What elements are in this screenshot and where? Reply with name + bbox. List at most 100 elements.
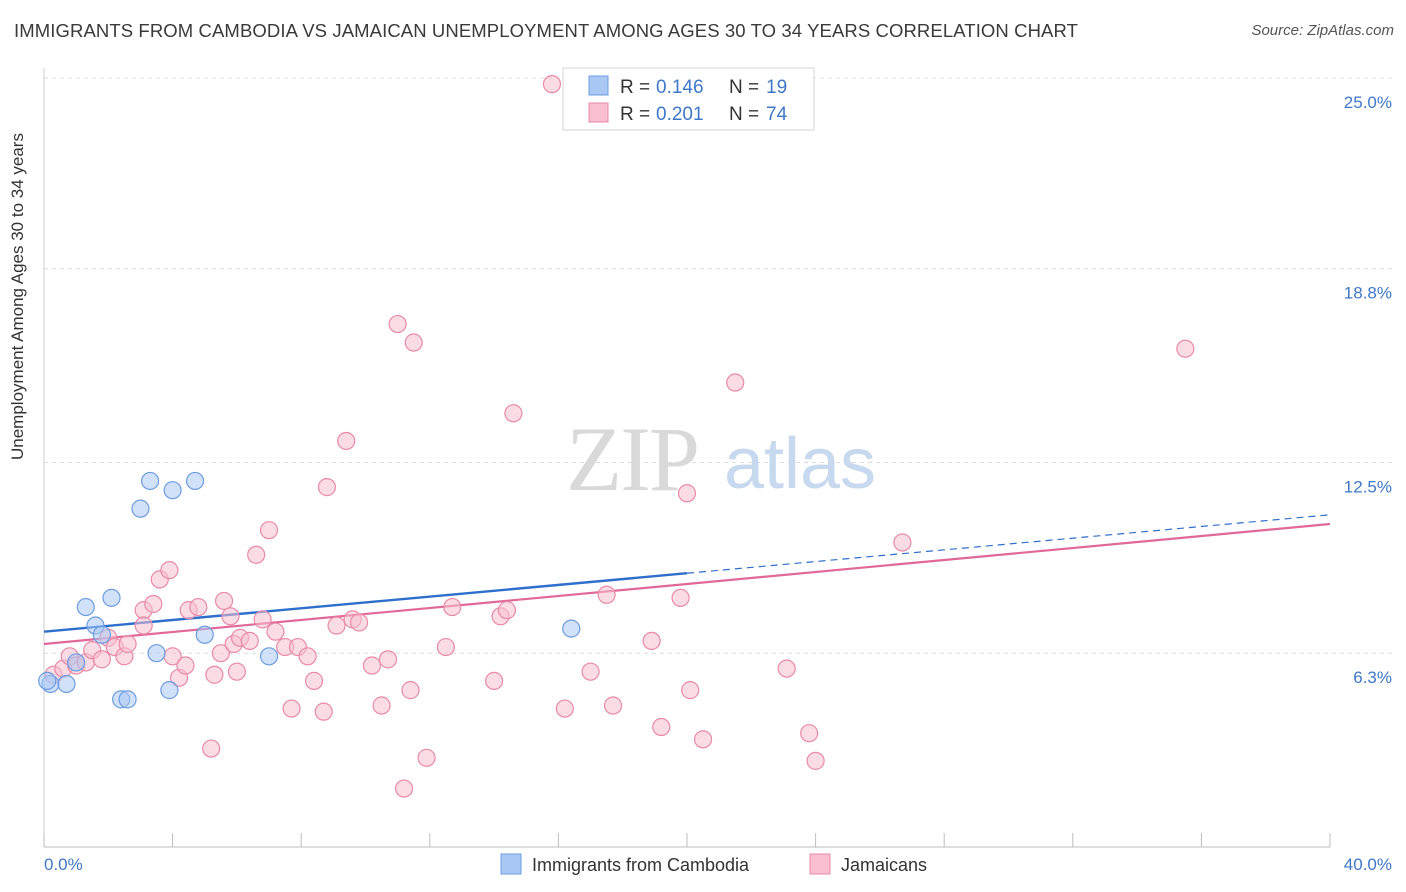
grid-lines xyxy=(44,77,1392,654)
stats-n-label-0: N = xyxy=(729,77,759,98)
point-cambodia-11 xyxy=(147,644,166,663)
point-jamaican-66 xyxy=(671,588,690,607)
point-jamaican-38 xyxy=(304,671,324,690)
point-jamaican-10 xyxy=(118,634,137,654)
point-jamaican-52 xyxy=(417,748,436,767)
point-jamaican-61 xyxy=(581,662,600,681)
point-cambodia-2 xyxy=(67,653,86,672)
point-cambodia-3 xyxy=(76,597,95,617)
point-cambodia-1 xyxy=(57,674,76,694)
watermark-atlas: atlas xyxy=(724,424,876,504)
point-jamaican-62 xyxy=(597,585,616,604)
point-cambodia-10 xyxy=(140,471,160,491)
point-jamaican-48 xyxy=(388,314,407,334)
point-jamaican-15 xyxy=(160,561,179,580)
point-jamaican-54 xyxy=(443,597,462,617)
point-jamaican-35 xyxy=(282,699,301,718)
point-jamaican-18 xyxy=(176,656,195,675)
point-cambodia-6 xyxy=(102,588,121,607)
watermark: ZIP atlas xyxy=(566,408,876,510)
stats-r-label-1: R = xyxy=(620,104,650,125)
point-jamaican-25 xyxy=(221,607,240,626)
stats-n-label-1: N = xyxy=(729,104,759,125)
point-jamaican-33 xyxy=(266,622,285,641)
legend-label-1: Jamaicans xyxy=(841,855,927,875)
point-cambodia-5 xyxy=(92,625,111,644)
axes xyxy=(43,68,1331,848)
point-jamaican-67 xyxy=(677,484,697,503)
point-jamaican-23 xyxy=(211,644,230,663)
point-cambodia-18 xyxy=(38,671,57,690)
y-tick-label-0: 6.3% xyxy=(1353,668,1392,687)
point-jamaican-50 xyxy=(401,681,420,700)
stats-n-value-1: 74 xyxy=(766,104,788,125)
stats-legend: R = 0.146 N = 19 R = 0.201 N = 74 xyxy=(562,67,815,131)
point-jamaican-6 xyxy=(92,650,111,669)
y-tick-label-3: 25.0% xyxy=(1344,93,1392,112)
watermark-zip: ZIP xyxy=(566,408,698,510)
point-jamaican-12 xyxy=(134,616,153,635)
point-jamaican-44 xyxy=(349,613,369,632)
source-label: Source: ZipAtlas.com xyxy=(1251,22,1394,39)
stats-legend-swatch-1 xyxy=(588,102,609,123)
point-jamaican-37 xyxy=(298,647,317,666)
point-jamaican-46 xyxy=(372,696,391,715)
point-jamaican-55 xyxy=(485,671,504,690)
point-jamaican-75 xyxy=(1176,339,1195,358)
stats-r-value-0: 0.146 xyxy=(656,77,704,98)
point-jamaican-72 xyxy=(800,724,819,743)
point-cambodia-12 xyxy=(160,681,179,700)
point-jamaican-68 xyxy=(681,681,700,700)
chart-title: IMMIGRANTS FROM CAMBODIA VS JAMAICAN UNE… xyxy=(14,20,1079,41)
point-jamaican-74 xyxy=(893,533,912,552)
stats-n-value-0: 19 xyxy=(766,77,787,98)
x-tick-label-max: 40.0% xyxy=(1344,855,1392,874)
point-cambodia-16 xyxy=(259,647,279,666)
y-tick-label-1: 12.5% xyxy=(1344,478,1392,497)
point-jamaican-53 xyxy=(436,637,455,657)
point-jamaican-59 xyxy=(542,75,562,94)
x-tick-label-min: 0.0% xyxy=(44,855,83,874)
legend-label-0: Immigrants from Cambodia xyxy=(532,855,750,875)
point-jamaican-71 xyxy=(777,659,796,678)
point-jamaican-70 xyxy=(726,373,745,392)
legend-swatch-1 xyxy=(809,853,831,875)
point-cambodia-13 xyxy=(163,481,182,500)
point-cambodia-15 xyxy=(195,625,214,644)
point-cambodia-14 xyxy=(186,471,205,491)
point-jamaican-22 xyxy=(205,665,224,684)
tick-labels: 6.3% 12.5% 18.8% 25.0% 0.0% 40.0% xyxy=(44,93,1392,874)
point-jamaican-42 xyxy=(337,431,356,451)
point-jamaican-27 xyxy=(227,662,246,681)
stats-r-label-0: R = xyxy=(620,77,650,98)
point-jamaican-69 xyxy=(693,730,713,749)
point-jamaican-63 xyxy=(603,696,623,715)
legend-swatch-0 xyxy=(500,853,522,875)
point-jamaican-58 xyxy=(504,404,523,423)
series-legend: Immigrants from Cambodia Jamaicans xyxy=(500,853,927,875)
point-jamaican-20 xyxy=(189,597,208,617)
point-jamaican-45 xyxy=(362,656,382,675)
point-jamaican-64 xyxy=(642,631,661,651)
point-jamaican-13 xyxy=(144,594,163,614)
point-jamaican-40 xyxy=(317,478,337,497)
point-jamaican-73 xyxy=(806,751,825,770)
point-jamaican-21 xyxy=(202,739,221,758)
point-jamaican-29 xyxy=(240,631,259,651)
point-jamaican-32 xyxy=(259,521,279,540)
point-cambodia-8 xyxy=(118,690,137,709)
point-jamaican-49 xyxy=(394,779,414,798)
y-tick-label-2: 18.8% xyxy=(1344,284,1392,303)
stats-legend-swatch-0 xyxy=(588,75,609,96)
point-jamaican-39 xyxy=(314,702,333,721)
trend-line-cambodia-projection xyxy=(686,514,1331,574)
point-jamaican-65 xyxy=(652,717,671,737)
point-jamaican-30 xyxy=(247,545,266,564)
data-points xyxy=(38,75,1195,798)
trend-line-jamaicans xyxy=(43,522,1331,646)
trend-lines xyxy=(43,514,1331,646)
stats-r-value-1: 0.201 xyxy=(656,104,704,125)
point-jamaican-41 xyxy=(327,616,346,635)
point-jamaican-31 xyxy=(253,610,272,629)
